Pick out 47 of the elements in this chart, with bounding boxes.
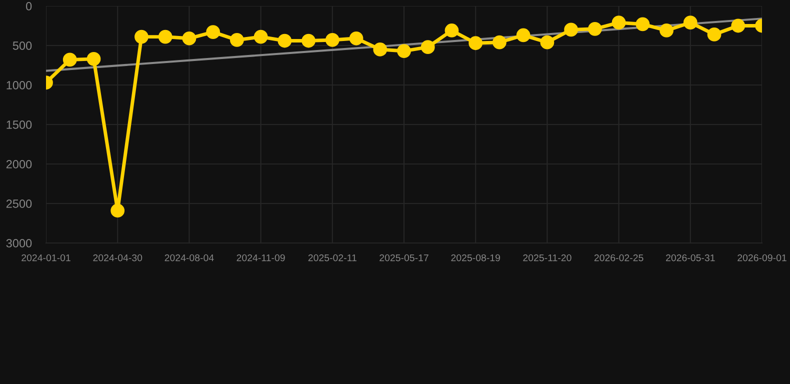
x-tick-label: 2025-05-17 bbox=[380, 254, 428, 262]
x-tick-label: 2024-04-30 bbox=[93, 254, 142, 262]
point bbox=[206, 25, 220, 40]
x-tick-label: 2026-02-25 bbox=[594, 254, 644, 262]
x-tick-label: 2025-08-19 bbox=[451, 254, 500, 262]
point bbox=[302, 34, 316, 48]
point bbox=[683, 16, 698, 30]
point bbox=[707, 27, 722, 42]
y-tick-label: 2000 bbox=[6, 160, 32, 168]
y-tick-label: 1500 bbox=[6, 120, 32, 129]
x-tick-label: 2024-08-04 bbox=[164, 254, 214, 262]
y-tick-label: 500 bbox=[12, 42, 32, 50]
x-tick-label: 2025-02-11 bbox=[308, 254, 356, 262]
point bbox=[110, 204, 125, 218]
point bbox=[612, 16, 626, 30]
point bbox=[86, 52, 101, 66]
point bbox=[278, 34, 292, 48]
point bbox=[134, 30, 148, 44]
y-tick-label: 2500 bbox=[6, 200, 32, 208]
point bbox=[254, 30, 268, 44]
y-tick-label: 1000 bbox=[6, 81, 32, 90]
point bbox=[373, 42, 388, 56]
point bbox=[660, 24, 674, 38]
point bbox=[182, 31, 196, 46]
point bbox=[349, 31, 364, 46]
y-tick-label: 0 bbox=[26, 2, 32, 10]
point bbox=[397, 44, 411, 58]
y-tick-label: 3000 bbox=[6, 239, 32, 248]
point bbox=[540, 35, 554, 50]
x-tick-label: 2024-01-01 bbox=[22, 254, 70, 262]
x-tick-label: 2025-11-20 bbox=[523, 254, 572, 262]
x-tick-label: 2026-05-31 bbox=[666, 254, 715, 262]
point bbox=[325, 33, 340, 47]
point bbox=[492, 35, 506, 50]
point bbox=[230, 33, 244, 47]
point bbox=[444, 24, 459, 38]
point bbox=[420, 40, 435, 54]
x-tick-label: 2026-09-01 bbox=[738, 254, 786, 262]
point bbox=[636, 17, 650, 32]
point bbox=[158, 30, 172, 44]
point bbox=[62, 52, 77, 67]
point bbox=[731, 18, 746, 33]
x-tick-label: 2024-11-09 bbox=[236, 254, 285, 262]
point bbox=[588, 22, 602, 36]
point bbox=[468, 36, 483, 50]
point bbox=[564, 22, 578, 37]
point bbox=[516, 28, 530, 42]
